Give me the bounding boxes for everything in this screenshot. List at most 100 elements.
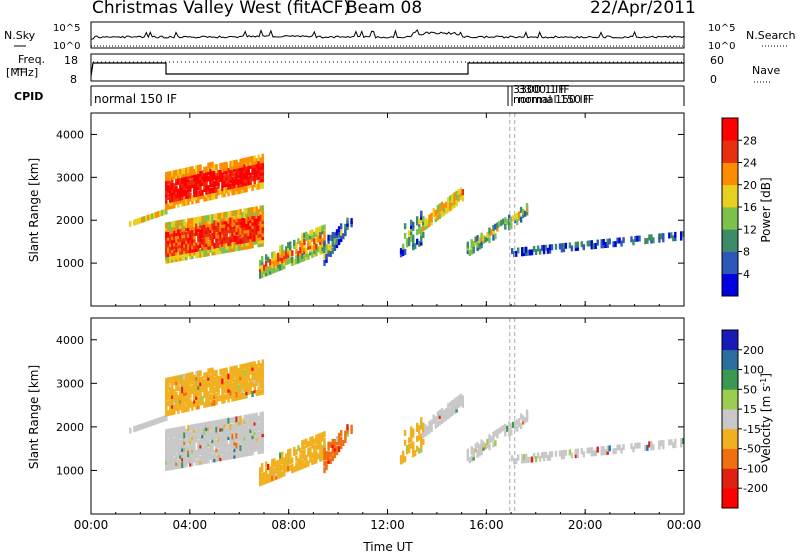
power-cell <box>241 167 244 174</box>
power-cell <box>253 206 256 213</box>
power-cell <box>209 181 212 188</box>
power-cell <box>187 224 190 231</box>
power-cell <box>239 187 242 194</box>
velocity-cell <box>331 448 334 455</box>
velocity-cell <box>191 453 194 460</box>
power-cell <box>217 235 220 242</box>
velocity-cell <box>510 423 513 430</box>
power-cell <box>197 239 200 246</box>
power-cell <box>249 213 252 220</box>
power-cell <box>620 240 623 247</box>
power-cell <box>323 243 326 250</box>
power-cell <box>209 171 212 178</box>
power-cell <box>243 177 246 184</box>
power-cell <box>203 247 206 254</box>
power-cell <box>203 186 206 192</box>
velocity-cell <box>223 394 226 401</box>
power-cell <box>576 241 579 248</box>
power-cell <box>255 174 258 181</box>
power-cell <box>560 246 564 253</box>
power-cell <box>209 233 212 240</box>
velocity-cell <box>241 386 244 393</box>
cpid-overlap-a-2: 3300 1 IF <box>518 83 570 96</box>
power-cell <box>219 238 222 245</box>
power-cell <box>420 230 423 236</box>
velocity-cell <box>191 437 194 444</box>
velocity-cell <box>241 373 244 380</box>
power-cell <box>185 244 188 251</box>
velocity-cell <box>245 366 248 373</box>
velocity-cell <box>508 427 511 434</box>
power-cell <box>189 182 192 189</box>
power-cell <box>484 236 487 243</box>
velocity-cell <box>207 437 210 444</box>
velocity-cell <box>177 426 180 433</box>
velocity-cell <box>273 474 276 481</box>
velocity-cell <box>544 451 548 458</box>
velocity-cell <box>486 442 489 449</box>
power-cell <box>570 245 574 252</box>
power-cell <box>616 237 619 244</box>
velocity-cell <box>346 424 349 431</box>
velocity-cell <box>183 393 186 400</box>
power-cell <box>261 224 264 231</box>
velocity-cell <box>201 376 204 383</box>
power-cell <box>237 184 240 191</box>
velocity-cell <box>215 426 218 433</box>
velocity-cell <box>243 392 246 399</box>
velocity-cell <box>514 420 517 427</box>
velocity-cell <box>209 377 212 384</box>
power-cell <box>207 165 210 172</box>
velocity-cell <box>249 433 252 440</box>
velocity-cell <box>231 385 234 392</box>
power-cell <box>211 214 214 221</box>
power-cell <box>317 246 320 253</box>
velocity-cell <box>253 367 256 374</box>
velocity-cell <box>241 383 244 390</box>
velocity-cell <box>251 374 254 381</box>
power-cell <box>169 193 172 200</box>
power-cell <box>412 241 415 248</box>
nsky-panel-frame <box>90 21 685 49</box>
velocity-cell <box>315 457 318 464</box>
velocity-cell <box>233 442 236 449</box>
velocity-cell <box>542 452 546 458</box>
power-cell <box>504 223 507 230</box>
velocity-cell <box>295 455 298 462</box>
power-cell <box>534 249 538 255</box>
power-cell <box>532 245 536 252</box>
velocity-cell <box>299 447 302 454</box>
power-cell <box>197 171 200 178</box>
velocity-cell <box>492 434 495 441</box>
power-cell <box>261 157 264 163</box>
power-cell <box>257 183 260 190</box>
velocity-cell <box>165 381 168 388</box>
velocity-cell <box>416 435 419 442</box>
velocity-cell <box>217 452 220 459</box>
velocity-cell <box>319 449 322 456</box>
colorbar-tick-label: -200 <box>743 482 768 495</box>
colorbar-segment <box>722 349 738 370</box>
power-cell <box>183 235 186 242</box>
velocity-cell <box>213 426 216 433</box>
velocity-colorbar-label: Velocity [m s-1] <box>759 373 773 463</box>
power-cell <box>229 223 232 230</box>
power-cell <box>261 221 264 228</box>
power-cell <box>259 218 262 225</box>
power-cell <box>251 207 254 213</box>
power-cell <box>201 238 204 245</box>
power-cell <box>193 249 196 256</box>
velocity-cell <box>241 367 244 374</box>
velocity-cell <box>147 421 150 428</box>
colorbar-segment <box>722 369 738 390</box>
velocity-cell <box>424 427 427 434</box>
velocity-cell <box>327 444 330 451</box>
velocity-cell <box>237 416 240 422</box>
power-cell <box>498 221 501 228</box>
velocity-cell <box>201 395 204 402</box>
power-cell <box>213 220 216 227</box>
velocity-cell <box>199 436 202 442</box>
velocity-cell <box>233 449 236 456</box>
velocity-cell <box>225 374 228 381</box>
power-cell <box>523 246 526 253</box>
